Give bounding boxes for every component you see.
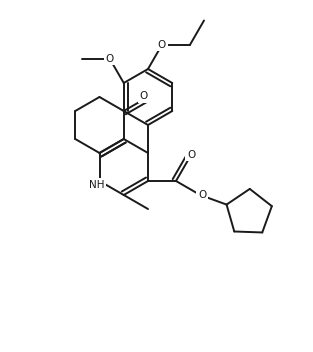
Text: O: O <box>140 92 148 101</box>
Text: O: O <box>158 40 166 50</box>
Text: O: O <box>105 54 114 64</box>
Text: NH: NH <box>89 180 104 190</box>
Text: O: O <box>187 150 195 160</box>
Text: O: O <box>198 190 206 200</box>
